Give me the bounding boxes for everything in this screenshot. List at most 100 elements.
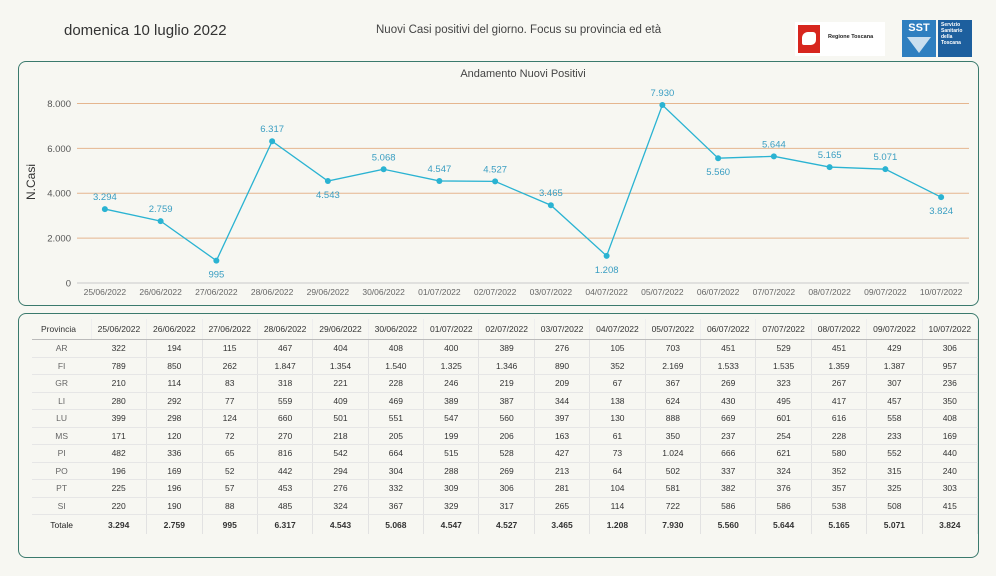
table-header-date: 25/06/2022 [91, 319, 148, 340]
data-label: 4.547 [427, 164, 451, 175]
data-point [770, 153, 777, 160]
table-cell: 586 [700, 497, 757, 515]
x-tick-label: 05/07/2022 [641, 287, 684, 297]
table-header-date: 30/06/2022 [368, 319, 425, 340]
table-cell: 453 [257, 479, 314, 498]
table-header-date: 05/07/2022 [645, 319, 702, 340]
table-cell: 957 [922, 357, 979, 375]
table-row: PI 482 336 65 816 542 664 515 528 427 73 1.024 666 62… [32, 444, 979, 463]
table-cell: 225 [91, 479, 148, 498]
table-cell: 7.930 [645, 514, 702, 534]
sst-logo-line: Servizio [941, 22, 961, 28]
table-cell: 890 [534, 357, 591, 375]
table-cell: 528 [478, 444, 535, 463]
table-cell: 888 [645, 409, 702, 428]
table-cell: 138 [589, 392, 646, 410]
table-cell: 995 [202, 514, 258, 534]
table-cell: 73 [589, 444, 646, 463]
table-cell: 4.527 [478, 514, 535, 534]
table-cell: 269 [478, 462, 535, 480]
table-cell: 169 [922, 427, 979, 445]
table-cell: 114 [589, 497, 646, 515]
table-cell: 408 [922, 409, 979, 428]
data-label: 5.165 [818, 150, 842, 161]
sst-logo-line: Toscana [941, 40, 961, 46]
table-cell: 65 [202, 444, 258, 463]
data-point [603, 252, 610, 259]
data-label: 3.465 [539, 188, 563, 199]
table-cell: 404 [312, 339, 369, 358]
table-cell: 344 [534, 392, 591, 410]
table-cell: 115 [202, 339, 258, 358]
table-cell: 237 [700, 427, 757, 445]
table-cell: 4.547 [423, 514, 480, 534]
table-cell: 560 [478, 409, 535, 428]
table-cell: 318 [257, 374, 314, 393]
table-cell: 304 [368, 462, 425, 480]
table-cell: 722 [645, 497, 702, 515]
x-tick-label: 28/06/2022 [251, 287, 294, 297]
table-header-date: 07/07/2022 [755, 319, 812, 340]
table-cell: 469 [368, 392, 425, 410]
table-cell: 816 [257, 444, 314, 463]
table-cell: 485 [257, 497, 314, 515]
table-cell: 601 [755, 409, 812, 428]
x-tick-label: 03/07/2022 [530, 287, 573, 297]
table-cell: 502 [645, 462, 702, 480]
table-cell: 457 [866, 392, 923, 410]
table-cell: 205 [368, 427, 425, 445]
table-cell: 451 [700, 339, 757, 358]
province-name: PI [32, 444, 92, 463]
y-axis-label: N.Casi [24, 164, 38, 200]
y-tick-label: 8.000 [47, 99, 71, 110]
table-cell: 409 [312, 392, 369, 410]
y-tick-label: 2.000 [47, 234, 71, 245]
x-tick-label: 29/06/2022 [307, 287, 350, 297]
sst-logo-line: Sanitario [941, 28, 963, 34]
table-cell: 2.169 [645, 357, 702, 375]
table-cell: 163 [534, 427, 591, 445]
table-cell: 199 [423, 427, 480, 445]
table-cell: 306 [478, 479, 535, 498]
table-cell: 376 [755, 479, 812, 498]
table-cell: 427 [534, 444, 591, 463]
regione-toscana-logo: Regione Toscana [795, 22, 885, 56]
table-cell: 552 [866, 444, 923, 463]
sst-logo-mark: SST [902, 20, 936, 57]
table-cell: 52 [202, 462, 258, 480]
table-cell: 367 [645, 374, 702, 393]
table-cell: 440 [922, 444, 979, 463]
table-cell: 1.535 [755, 357, 812, 375]
table-cell: 72 [202, 427, 258, 445]
table-cell: 228 [368, 374, 425, 393]
table-cell: 265 [534, 497, 591, 515]
data-label: 2.759 [149, 204, 173, 215]
table-row: FI 789 850 262 1.847 1.354 1.540 1.325 1.346 890 3… [32, 357, 979, 375]
table-cell: 67 [589, 374, 646, 393]
table-cell: 1.325 [423, 357, 480, 375]
table-header-date: 02/07/2022 [478, 319, 535, 340]
table-cell: 169 [146, 462, 203, 480]
pegasus-flag-icon [798, 25, 820, 53]
table-row: LU 399 298 124 660 501 551 547 560 397 130 888 669 60… [32, 409, 979, 428]
table-cell: 254 [755, 427, 812, 445]
x-tick-label: 04/07/2022 [585, 287, 628, 297]
table-cell: 1.533 [700, 357, 757, 375]
data-label: 6.317 [260, 124, 284, 135]
table-cell: 580 [811, 444, 868, 463]
data-point [157, 218, 164, 225]
table-row: SI 220 190 88 485 324 367 329 317 265 114 722 586 586… [32, 497, 979, 515]
table-cell: 350 [922, 392, 979, 410]
table-cell: 850 [146, 357, 203, 375]
table-cell: 1.024 [645, 444, 702, 463]
table-cell: 210 [91, 374, 148, 393]
table-cell: 495 [755, 392, 812, 410]
table-cell: 298 [146, 409, 203, 428]
y-tick-label: 0 [66, 279, 71, 290]
table-cell: 482 [91, 444, 148, 463]
table-cell: 236 [922, 374, 979, 393]
table-header-date: 10/07/2022 [922, 319, 979, 340]
table-cell: 303 [922, 479, 979, 498]
table-cell: 196 [146, 479, 203, 498]
table-panel: Provincia 25/06/2022 26/06/2022 27/06/2022 2… [18, 313, 979, 558]
